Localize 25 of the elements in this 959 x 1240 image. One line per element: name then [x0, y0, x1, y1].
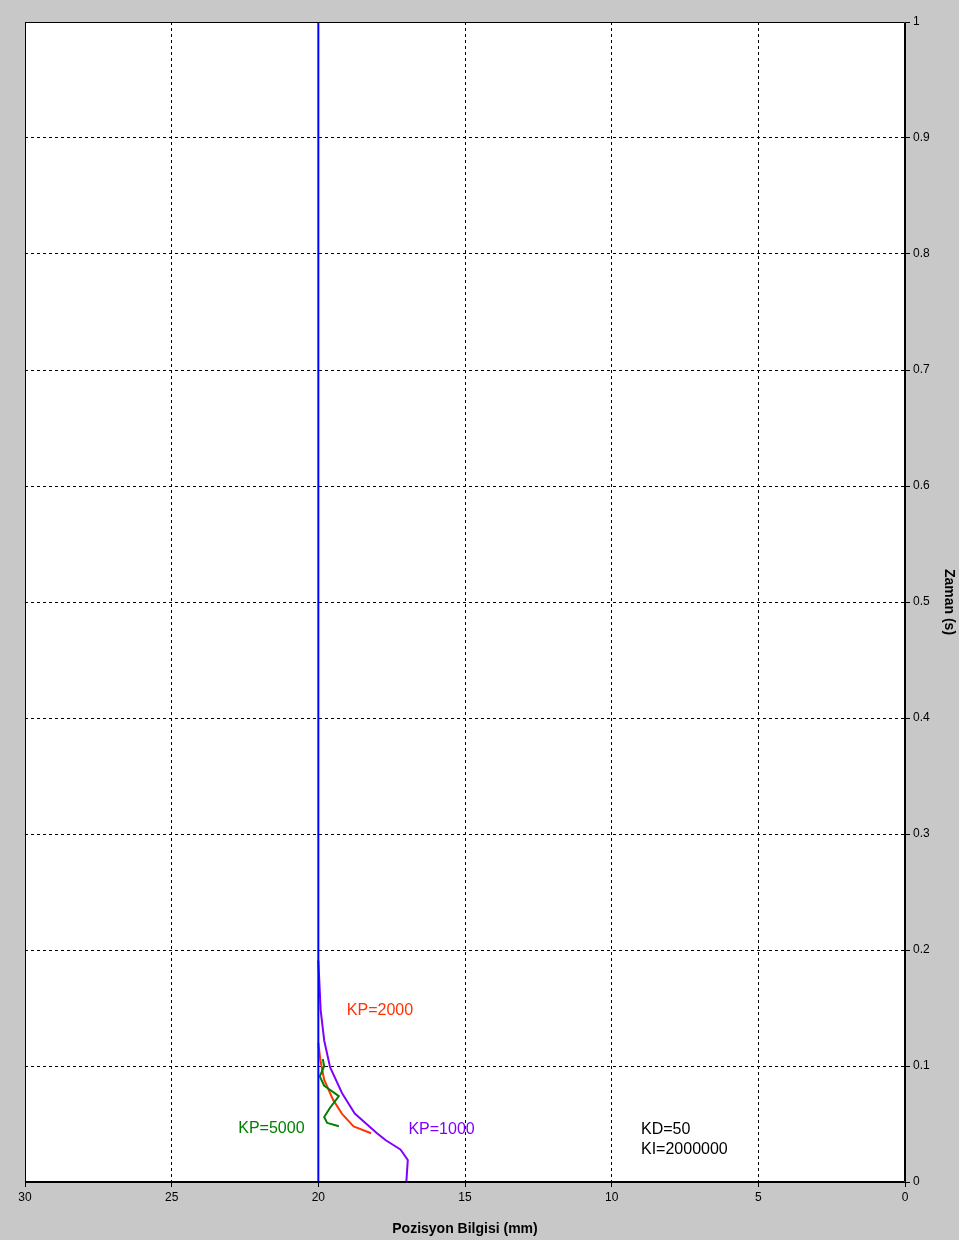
y-tick-label: 0.2 — [913, 942, 931, 957]
y-tick-label: 0.7 — [913, 362, 931, 377]
series-label: KP=1000 — [408, 1120, 475, 1138]
y-tick-label: 1 — [913, 14, 920, 29]
x-tick-label: 5 — [754, 1189, 762, 1204]
y-tick-label: 0 — [913, 1174, 920, 1189]
y-tick-label: 0.1 — [913, 1058, 931, 1073]
x-axis-title: Pozisyon Bilgisi (mm) — [392, 1220, 538, 1237]
x-tick-label: 25 — [164, 1189, 179, 1204]
y-axis-title: Zaman (s) — [941, 568, 958, 636]
y-tick-label: 0.4 — [913, 710, 931, 725]
text: KP=2000 — [346, 1000, 414, 1018]
y-tick-label: 0.8 — [913, 246, 931, 261]
y-tick-label: 0.3 — [913, 826, 931, 841]
x-tick-label: 20 — [311, 1189, 326, 1204]
x-tick-label: 0 — [901, 1189, 909, 1204]
x-tick-label: 15 — [458, 1189, 472, 1204]
series-label: KP=5000 — [238, 1119, 305, 1137]
y-tick-label: 0.6 — [913, 478, 931, 493]
x-tick-label: 30 — [18, 1189, 32, 1204]
x-tick-label: 10 — [604, 1189, 619, 1204]
annotation: KI=2000000 — [641, 1140, 728, 1158]
annotation: KD=50 — [641, 1120, 691, 1138]
y-tick-label: 0.9 — [913, 130, 931, 145]
y-tick-label: 0.5 — [913, 594, 931, 609]
